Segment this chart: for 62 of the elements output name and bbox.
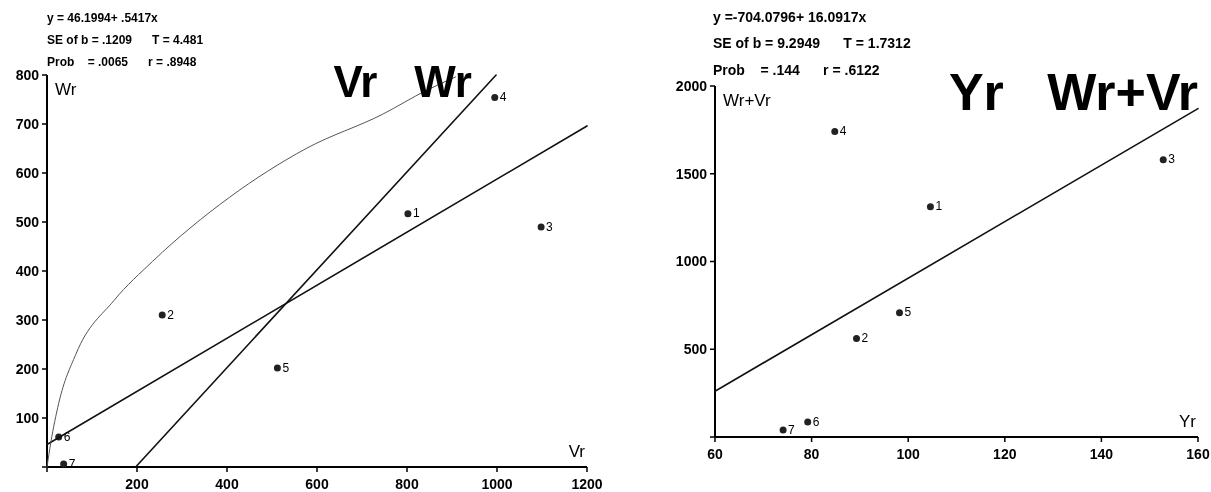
point bbox=[404, 210, 412, 218]
point bbox=[896, 309, 904, 317]
text: y =-704.0796+ 16.0917x bbox=[713, 9, 867, 25]
annotation: 5 bbox=[282, 360, 290, 375]
x-tick-label: 1200 bbox=[571, 476, 603, 492]
annotation: 5 bbox=[904, 305, 912, 320]
x-tick-label: 400 bbox=[215, 476, 239, 492]
x-tick-label: 100 bbox=[896, 446, 921, 462]
x-axis-title: Yr bbox=[1179, 412, 1197, 431]
y-tick-label: 2000 bbox=[675, 77, 708, 94]
point bbox=[1159, 156, 1167, 164]
x-tick-label: 800 bbox=[395, 476, 419, 492]
chart-title: Vr Wr bbox=[333, 57, 472, 106]
point bbox=[158, 311, 166, 319]
y-tick-label: 700 bbox=[15, 115, 40, 132]
point bbox=[831, 127, 839, 135]
point bbox=[853, 335, 861, 343]
y-tick-label: 400 bbox=[15, 262, 40, 279]
annotation: 2 bbox=[167, 307, 175, 322]
point bbox=[491, 94, 499, 102]
annotation: 2 bbox=[861, 331, 869, 346]
y-tick-label: 800 bbox=[15, 66, 40, 83]
x-tick-label: 120 bbox=[993, 446, 1017, 462]
x-axis-title: Vr bbox=[568, 442, 586, 461]
y-axis-title: Wr bbox=[55, 80, 77, 99]
x-tick-label: 60 bbox=[707, 446, 723, 462]
annotation: 1 bbox=[412, 206, 420, 221]
annotation: 6 bbox=[63, 429, 71, 444]
y-tick-label: 300 bbox=[15, 311, 40, 328]
annotation: 3 bbox=[1168, 152, 1176, 167]
y-tick-label: 100 bbox=[15, 409, 40, 426]
annotation: 4 bbox=[839, 124, 847, 139]
x-tick-label: 80 bbox=[803, 446, 820, 462]
text: Prob = .144 r = .6122 bbox=[713, 62, 880, 78]
x-tick-label: 160 bbox=[1186, 446, 1210, 462]
y-tick-label: 200 bbox=[15, 360, 40, 377]
y-tick-label: 1000 bbox=[675, 253, 708, 270]
x-tick-label: 140 bbox=[1089, 446, 1114, 462]
y-axis-title: Wr+Vr bbox=[723, 91, 772, 110]
text: Prob = .0065 r = .8948 bbox=[47, 55, 197, 69]
point bbox=[804, 418, 812, 426]
point bbox=[273, 364, 281, 372]
y-tick-label: 600 bbox=[15, 164, 40, 181]
annotation: 4 bbox=[499, 90, 507, 105]
point bbox=[537, 223, 545, 231]
point bbox=[779, 426, 787, 434]
point bbox=[926, 203, 934, 211]
text: SE of b = 9.2949 T = 1.7312 bbox=[713, 35, 911, 51]
y-tick-label: 500 bbox=[15, 213, 40, 230]
text: y = 46.1994+ .5417x bbox=[47, 11, 159, 25]
x-tick-label: 200 bbox=[125, 476, 149, 492]
annotation: 6 bbox=[812, 414, 820, 429]
y-tick-label: 500 bbox=[683, 341, 708, 358]
annotation: 1 bbox=[935, 199, 943, 214]
point bbox=[60, 460, 68, 468]
text: SE of b = .1209 T = 4.481 bbox=[47, 33, 204, 47]
x-tick-label: 1000 bbox=[481, 476, 513, 492]
annotation: 7 bbox=[788, 422, 796, 437]
y-tick-label: 1500 bbox=[675, 165, 708, 182]
x-tick-label: 600 bbox=[305, 476, 329, 492]
chart-title: Yr Wr+Vr bbox=[948, 63, 1198, 121]
annotation: 3 bbox=[546, 219, 554, 234]
